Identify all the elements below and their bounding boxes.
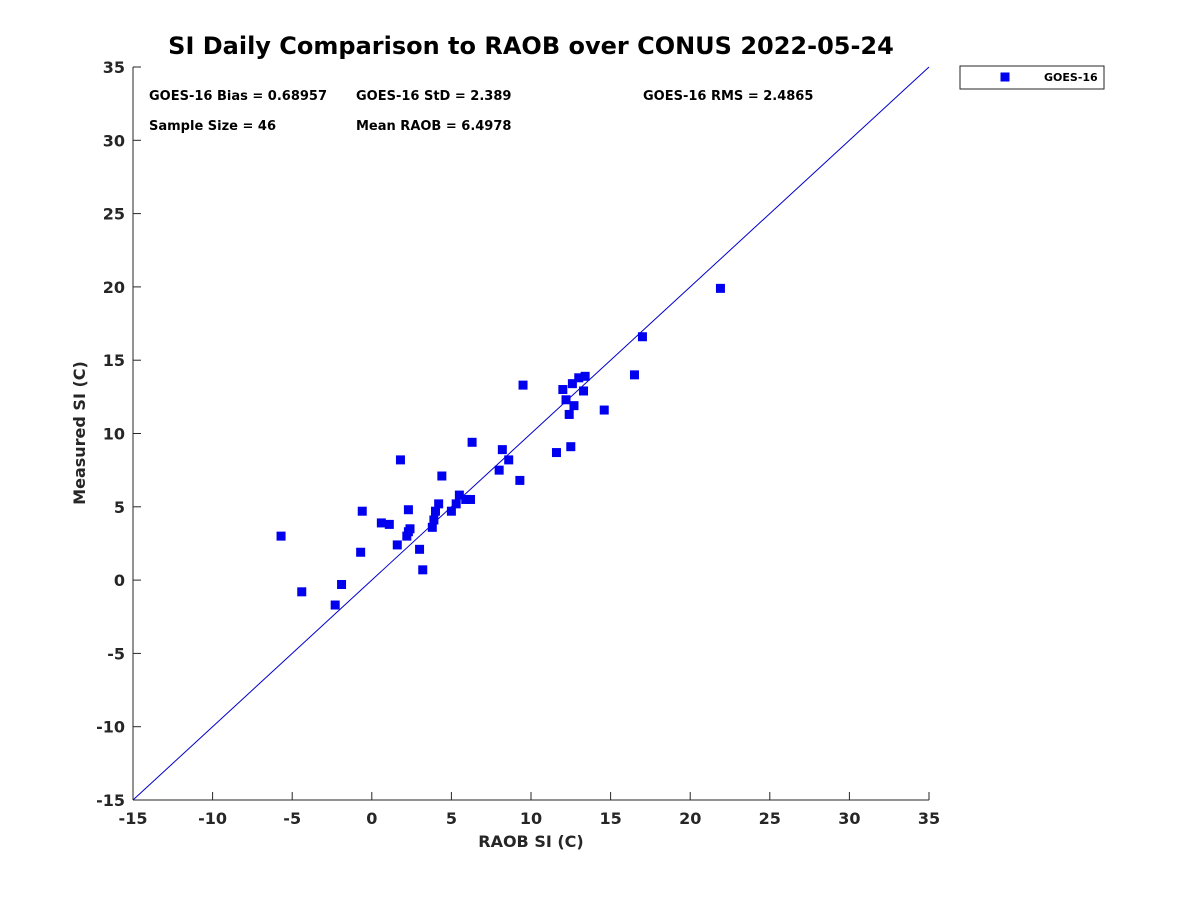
- data-point: [629, 370, 639, 380]
- data-point: [418, 565, 428, 575]
- data-point: [574, 373, 584, 383]
- x-tick-label: 0: [366, 809, 377, 828]
- data-point: [429, 515, 439, 525]
- y-tick-label: 20: [103, 278, 125, 297]
- x-tick-label: 35: [918, 809, 940, 828]
- x-tick-label: -15: [119, 809, 148, 828]
- legend-marker-goes16: [1000, 72, 1010, 82]
- data-point: [579, 386, 589, 396]
- data-point: [454, 490, 464, 500]
- data-point: [446, 506, 456, 516]
- data-point: [276, 531, 286, 541]
- data-point: [599, 405, 609, 415]
- data-point: [558, 385, 568, 395]
- x-tick-label: 15: [599, 809, 621, 828]
- data-point: [497, 445, 507, 455]
- y-tick-label: 0: [114, 571, 125, 590]
- y-tick-label: 25: [103, 205, 125, 224]
- y-tick-label: 5: [114, 498, 125, 517]
- x-tick-label: 20: [679, 809, 701, 828]
- stat-std: GOES-16 StD = 2.389: [356, 89, 511, 104]
- y-tick-label: 15: [103, 351, 125, 370]
- chart-title: SI Daily Comparison to RAOB over CONUS 2…: [168, 32, 894, 60]
- legend-box: [959, 65, 1105, 90]
- stat-bias: GOES-16 Bias = 0.68957: [149, 89, 327, 104]
- x-tick-label: 30: [838, 809, 860, 828]
- data-point: [376, 518, 386, 528]
- data-point: [561, 395, 571, 405]
- y-tick-label: 35: [103, 58, 125, 77]
- data-point: [427, 522, 437, 532]
- x-tick-label: -10: [198, 809, 227, 828]
- data-point: [569, 401, 579, 411]
- x-axis-label: RAOB SI (C): [478, 832, 583, 851]
- data-point: [395, 455, 405, 465]
- data-point: [566, 442, 576, 452]
- stat-rms: GOES-16 RMS = 2.4865: [643, 89, 813, 104]
- data-point: [357, 506, 367, 516]
- data-point: [467, 437, 477, 447]
- data-point: [551, 448, 561, 458]
- data-point: [392, 540, 402, 550]
- data-point: [403, 505, 413, 515]
- data-point: [356, 547, 366, 557]
- data-point: [637, 332, 647, 342]
- legend-label-goes16: GOES-16: [1044, 71, 1098, 84]
- data-point: [330, 600, 340, 610]
- y-tick-label: 30: [103, 131, 125, 150]
- data-point: [451, 499, 461, 509]
- y-tick-label: -10: [96, 718, 125, 737]
- stat-mean-raob: Mean RAOB = 6.4978: [356, 119, 511, 134]
- data-point: [518, 380, 528, 390]
- data-point: [504, 455, 514, 465]
- data-point: [567, 379, 577, 389]
- data-point: [415, 544, 425, 554]
- data-point: [466, 494, 476, 504]
- data-point: [405, 524, 415, 534]
- x-tick-label: 10: [520, 809, 542, 828]
- stat-sample-size: Sample Size = 46: [149, 119, 276, 134]
- data-point: [337, 579, 347, 589]
- y-tick-label: -15: [96, 791, 125, 810]
- x-tick-label: 25: [759, 809, 781, 828]
- y-tick-label: 10: [103, 425, 125, 444]
- one-to-one-line: [132, 66, 930, 801]
- data-point: [437, 471, 447, 481]
- data-point: [580, 371, 590, 381]
- data-point: [494, 465, 504, 475]
- legend: GOES-16: [959, 65, 1105, 90]
- data-point: [515, 475, 525, 485]
- x-tick-label: 5: [446, 809, 457, 828]
- data-point: [461, 494, 471, 504]
- y-tick-label: -5: [107, 644, 125, 663]
- data-point: [715, 283, 725, 293]
- data-point: [564, 409, 574, 419]
- x-tick-label: -5: [283, 809, 301, 828]
- data-point: [434, 499, 444, 509]
- data-point: [384, 519, 394, 529]
- data-point: [430, 506, 440, 516]
- data-point: [297, 587, 307, 597]
- y-axis-label: Measured SI (C): [70, 361, 89, 505]
